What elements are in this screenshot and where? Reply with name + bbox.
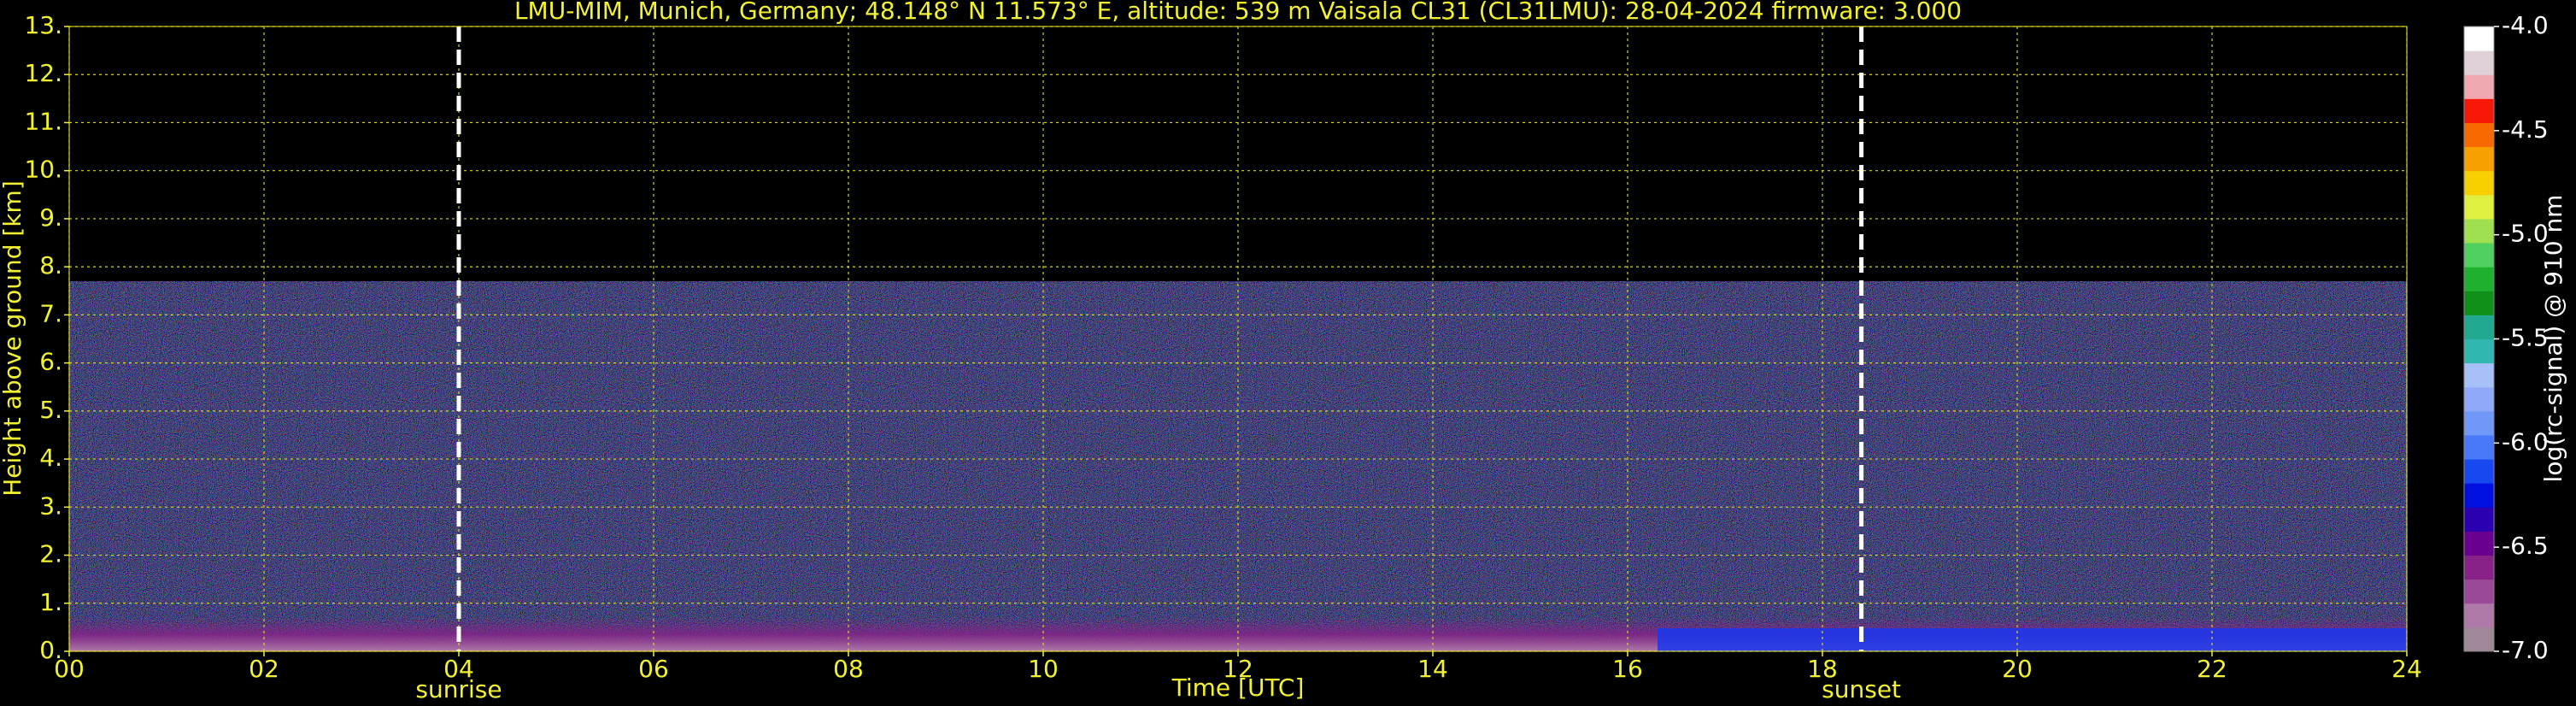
- chart-title: LMU-MIM, Munich, Germany; 48.148° N 11.5…: [514, 0, 1962, 25]
- colorbar-swatch: [2464, 507, 2494, 532]
- colorbar-swatch: [2464, 146, 2494, 172]
- annotation-label: sunset: [1822, 675, 1901, 703]
- y-tick-label: 11.: [24, 107, 62, 135]
- colorbar-swatch: [2464, 459, 2494, 484]
- colorbar-tick-label: -7.0: [2502, 636, 2549, 664]
- y-tick-label: 12.: [24, 59, 62, 87]
- colorbar-tick-label: -5.0: [2502, 220, 2549, 248]
- colorbar-swatch: [2464, 218, 2494, 244]
- colorbar-swatch: [2464, 194, 2494, 220]
- colorbar-swatch: [2464, 483, 2494, 508]
- y-tick-label: 10.: [24, 156, 62, 184]
- x-tick-label: 18: [1807, 655, 1838, 683]
- x-tick-label: 02: [249, 655, 279, 683]
- colorbar-swatch: [2464, 362, 2494, 388]
- colorbar-swatch: [2464, 555, 2494, 580]
- colorbar-swatch: [2464, 291, 2494, 315]
- x-tick-label: 24: [2391, 655, 2422, 683]
- x-tick-label: 20: [2002, 655, 2033, 683]
- colorbar-tick-label: -6.5: [2502, 532, 2549, 560]
- colorbar-swatch: [2464, 74, 2494, 99]
- x-tick-label: 08: [833, 655, 864, 683]
- y-tick-label: 5.: [39, 396, 62, 424]
- colorbar-swatch: [2464, 315, 2494, 339]
- y-tick-label: 8.: [39, 251, 62, 279]
- y-tick-label: 4.: [39, 444, 62, 472]
- colorbar-swatch: [2464, 122, 2494, 148]
- colorbar-tick-label: -4.0: [2502, 11, 2549, 39]
- y-tick-label: 3.: [39, 491, 62, 520]
- colorbar-swatch: [2464, 410, 2494, 436]
- colorbar-swatch: [2464, 98, 2494, 123]
- colorbar-swatch: [2464, 603, 2494, 628]
- colorbar-tick-label: -5.5: [2502, 324, 2549, 352]
- y-tick-label: 6.: [39, 348, 62, 376]
- x-tick-label: 04: [443, 655, 474, 683]
- boundary-layer-blue: [1658, 628, 2407, 651]
- colorbar-tick-label: -4.5: [2502, 115, 2549, 144]
- colorbar-swatch: [2464, 267, 2494, 291]
- colorbar-swatch: [2464, 579, 2494, 604]
- colorbar-swatch: [2464, 50, 2494, 75]
- x-tick-label: 14: [1417, 655, 1448, 683]
- x-tick-label: 00: [54, 655, 85, 683]
- y-tick-label: 2.: [39, 540, 62, 568]
- y-tick-label: 1.: [39, 588, 62, 616]
- colorbar-swatch: [2464, 531, 2494, 556]
- x-tick-label: 16: [1612, 655, 1643, 683]
- annotation-label: sunrise: [415, 675, 502, 703]
- plot-frame: [68, 26, 2408, 652]
- x-tick-label: 12: [1223, 655, 1253, 683]
- colorbar-swatch: [2464, 26, 2494, 51]
- colorbar-swatch: [2464, 243, 2494, 268]
- overlay: [456, 26, 1864, 651]
- x-tick-label: 22: [2197, 655, 2227, 683]
- x-tick-label: 06: [638, 655, 669, 683]
- y-tick-label: 9.: [39, 203, 62, 232]
- colorbar-swatch: [2464, 627, 2494, 652]
- x-tick-label: 10: [1028, 655, 1059, 683]
- colorbar: [2463, 26, 2499, 652]
- colorbar-swatch: [2464, 338, 2494, 364]
- colorbar-tick-label: -6.0: [2502, 427, 2549, 456]
- y-tick-label: 13.: [24, 11, 62, 39]
- y-tick-label: 0.: [39, 636, 62, 664]
- colorbar-swatch: [2464, 434, 2494, 460]
- colorbar-swatch: [2464, 170, 2494, 196]
- y-axis-label: Height above ground [km]: [0, 180, 26, 497]
- colorbar-label: log(rc-signal) @ 910 nm: [2539, 195, 2567, 483]
- colorbar-swatch: [2464, 386, 2494, 412]
- y-tick-label: 7.: [39, 299, 62, 327]
- x-axis-label: Time [UTC]: [1171, 674, 1305, 702]
